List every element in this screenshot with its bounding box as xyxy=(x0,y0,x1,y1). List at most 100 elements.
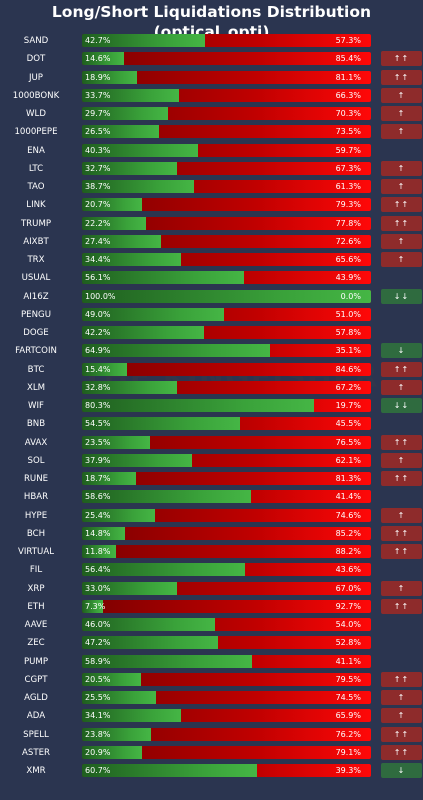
chart-row: ENA 40.3% 59.7% xyxy=(0,142,423,160)
signal-badge-up: ↑↑ xyxy=(381,726,422,742)
short-value-label: 51.0% xyxy=(335,309,361,319)
chart-row: SPELL 23.8% 76.2% ↑↑ xyxy=(0,726,423,744)
long-value-label: 20.9% xyxy=(85,747,111,757)
short-bar: 100.0% 0.0% xyxy=(82,289,371,303)
signal-badge-down: ↓↓ xyxy=(381,288,422,304)
signal-badge-up: ↑ xyxy=(381,87,422,103)
short-bar: 33.7% 66.3% xyxy=(82,88,371,102)
short-value-label: 65.6% xyxy=(335,255,361,264)
long-value-label: 29.7% xyxy=(85,109,111,118)
long-value-label: 20.5% xyxy=(85,674,111,684)
category-label: BNB xyxy=(26,419,46,430)
short-bar: 26.5% 73.5% xyxy=(82,125,371,139)
short-bar: 49.0% 51.0% xyxy=(82,307,371,321)
signal-badge-up: ↑ xyxy=(381,690,422,705)
chart-row: WLD 29.7% 70.3% ↑ xyxy=(0,105,423,123)
long-value-label: 34.4% xyxy=(85,255,111,264)
long-bar xyxy=(82,180,194,193)
category-label: PUMP xyxy=(23,656,49,667)
long-bar xyxy=(82,107,168,120)
signal-badge-up: ↑ xyxy=(381,452,422,468)
long-bar xyxy=(82,472,137,485)
category-label: WLD xyxy=(26,109,46,119)
long-bar xyxy=(82,198,142,212)
category-label: 1000PEPE xyxy=(14,127,58,138)
short-value-label: 35.1% xyxy=(335,346,361,356)
signal-badge-up: ↑ xyxy=(381,106,422,121)
long-bar xyxy=(82,545,117,558)
chart-row: AGLD 25.5% 74.5% ↑ xyxy=(0,689,423,707)
long-bar xyxy=(82,417,240,431)
category-label: VIRTUAL xyxy=(18,547,54,557)
long-bar xyxy=(82,745,143,759)
long-bar xyxy=(82,125,159,139)
short-value-label: 43.6% xyxy=(335,565,361,575)
short-bar: 20.5% 79.5% xyxy=(82,672,371,686)
category-label: DOGE xyxy=(23,328,49,338)
long-value-label: 32.7% xyxy=(85,163,111,173)
chart-row: XLM 32.8% 67.2% ↑ xyxy=(0,379,423,397)
category-label: TRX xyxy=(27,255,45,265)
signal-badge-up: ↑↑ xyxy=(381,544,422,559)
short-bar: 47.2% 52.8% xyxy=(82,636,371,650)
category-label: BTC xyxy=(27,364,45,375)
category-label: DOT xyxy=(26,54,46,65)
category-label: PENGU xyxy=(21,309,51,320)
category-label: ZEC xyxy=(27,638,45,649)
long-bar xyxy=(82,399,315,412)
category-label: AVAX xyxy=(24,437,48,448)
short-bar: 15.4% 84.6% xyxy=(82,362,371,376)
category-label: HYPE xyxy=(24,510,48,521)
long-value-label: 23.5% xyxy=(85,437,111,447)
signal-badge-up: ↑ xyxy=(381,252,422,267)
long-value-label: 42.7% xyxy=(85,36,111,45)
short-bar: 42.2% 57.8% xyxy=(82,326,371,339)
category-label: SAND xyxy=(23,36,49,46)
chart-row: HBAR 58.6% 41.4% xyxy=(0,488,423,506)
short-value-label: 52.8% xyxy=(335,638,361,648)
chart-row: JUP 18.9% 81.1% ↑↑ xyxy=(0,69,423,87)
short-bar: 38.7% 61.3% xyxy=(82,180,371,193)
signal-badge-down: ↓↓ xyxy=(381,398,422,413)
chart-row: TRX 34.4% 65.6% ↑ xyxy=(0,251,423,269)
short-bar: 34.1% 65.9% xyxy=(82,709,371,723)
chart-row: HYPE 25.4% 74.6% ↑ xyxy=(0,507,423,525)
short-bar: 7.3% 92.7% xyxy=(82,599,371,613)
long-bar xyxy=(82,453,192,467)
long-value-label: 20.7% xyxy=(85,200,111,210)
chart-row: DOT 14.6% 85.4% ↑↑ xyxy=(0,50,423,68)
long-bar xyxy=(82,672,142,686)
long-value-label: 33.7% xyxy=(85,90,111,100)
chart-row: CGPT 20.5% 79.5% ↑↑ xyxy=(0,671,423,689)
long-bar xyxy=(82,344,270,358)
long-value-label: 56.1% xyxy=(85,273,111,283)
signal-badge-up: ↑↑ xyxy=(381,598,422,614)
short-value-label: 67.0% xyxy=(335,583,361,593)
chart-row: 1000PEPE 26.5% 73.5% ↑ xyxy=(0,123,423,141)
short-bar: 60.7% 39.3% xyxy=(82,764,371,777)
short-value-label: 84.6% xyxy=(335,364,361,374)
chart-row: 1000BONK 33.7% 66.3% ↑ xyxy=(0,87,423,105)
signal-badge-up: ↑↑ xyxy=(381,197,422,213)
long-value-label: 47.2% xyxy=(85,638,111,648)
category-label: TRUMP xyxy=(20,218,52,229)
short-value-label: 65.9% xyxy=(335,711,361,721)
long-bar xyxy=(82,563,245,577)
long-bar xyxy=(82,362,127,376)
short-bar: 40.3% 59.7% xyxy=(82,143,371,157)
category-label: AI16Z xyxy=(23,291,49,302)
category-label: LINK xyxy=(26,200,46,211)
chart-row: FIL 56.4% 43.6% xyxy=(0,561,423,579)
short-bar: 32.7% 67.3% xyxy=(82,161,371,175)
short-bar: 54.5% 45.5% xyxy=(82,417,371,431)
long-value-label: 32.8% xyxy=(85,382,111,392)
long-bar xyxy=(82,70,137,84)
chart-row: XRP 33.0% 67.0% ↑ xyxy=(0,580,423,598)
signal-badge-up: ↑ xyxy=(381,124,422,140)
category-label: HBAR xyxy=(23,492,49,503)
short-value-label: 79.3% xyxy=(335,200,361,210)
signal-badge-up: ↑↑ xyxy=(381,434,422,450)
chart-row: ETH 7.3% 92.7% ↑↑ xyxy=(0,598,423,616)
short-bar: 20.7% 79.3% xyxy=(82,198,371,212)
short-value-label: 81.3% xyxy=(335,474,361,483)
